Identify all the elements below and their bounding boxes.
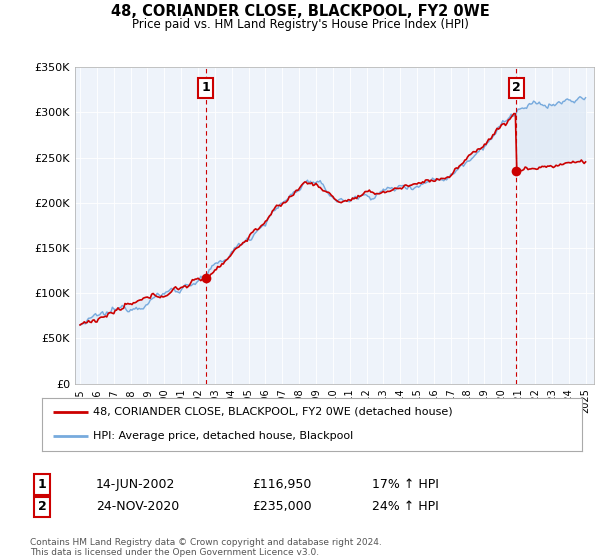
Text: 24-NOV-2020: 24-NOV-2020 xyxy=(96,500,179,514)
Text: 1: 1 xyxy=(201,81,210,95)
Text: £116,950: £116,950 xyxy=(252,478,311,491)
Text: 2: 2 xyxy=(512,81,521,95)
Text: 24% ↑ HPI: 24% ↑ HPI xyxy=(372,500,439,514)
Text: 17% ↑ HPI: 17% ↑ HPI xyxy=(372,478,439,491)
Text: 2: 2 xyxy=(38,500,46,514)
Text: 1: 1 xyxy=(38,478,46,491)
Text: Price paid vs. HM Land Registry's House Price Index (HPI): Price paid vs. HM Land Registry's House … xyxy=(131,18,469,31)
Text: HPI: Average price, detached house, Blackpool: HPI: Average price, detached house, Blac… xyxy=(94,431,353,441)
Text: 14-JUN-2002: 14-JUN-2002 xyxy=(96,478,175,491)
Text: Contains HM Land Registry data © Crown copyright and database right 2024.
This d: Contains HM Land Registry data © Crown c… xyxy=(30,538,382,557)
Text: 48, CORIANDER CLOSE, BLACKPOOL, FY2 0WE (detached house): 48, CORIANDER CLOSE, BLACKPOOL, FY2 0WE … xyxy=(94,407,453,417)
Text: 48, CORIANDER CLOSE, BLACKPOOL, FY2 0WE: 48, CORIANDER CLOSE, BLACKPOOL, FY2 0WE xyxy=(110,4,490,20)
Text: £235,000: £235,000 xyxy=(252,500,311,514)
